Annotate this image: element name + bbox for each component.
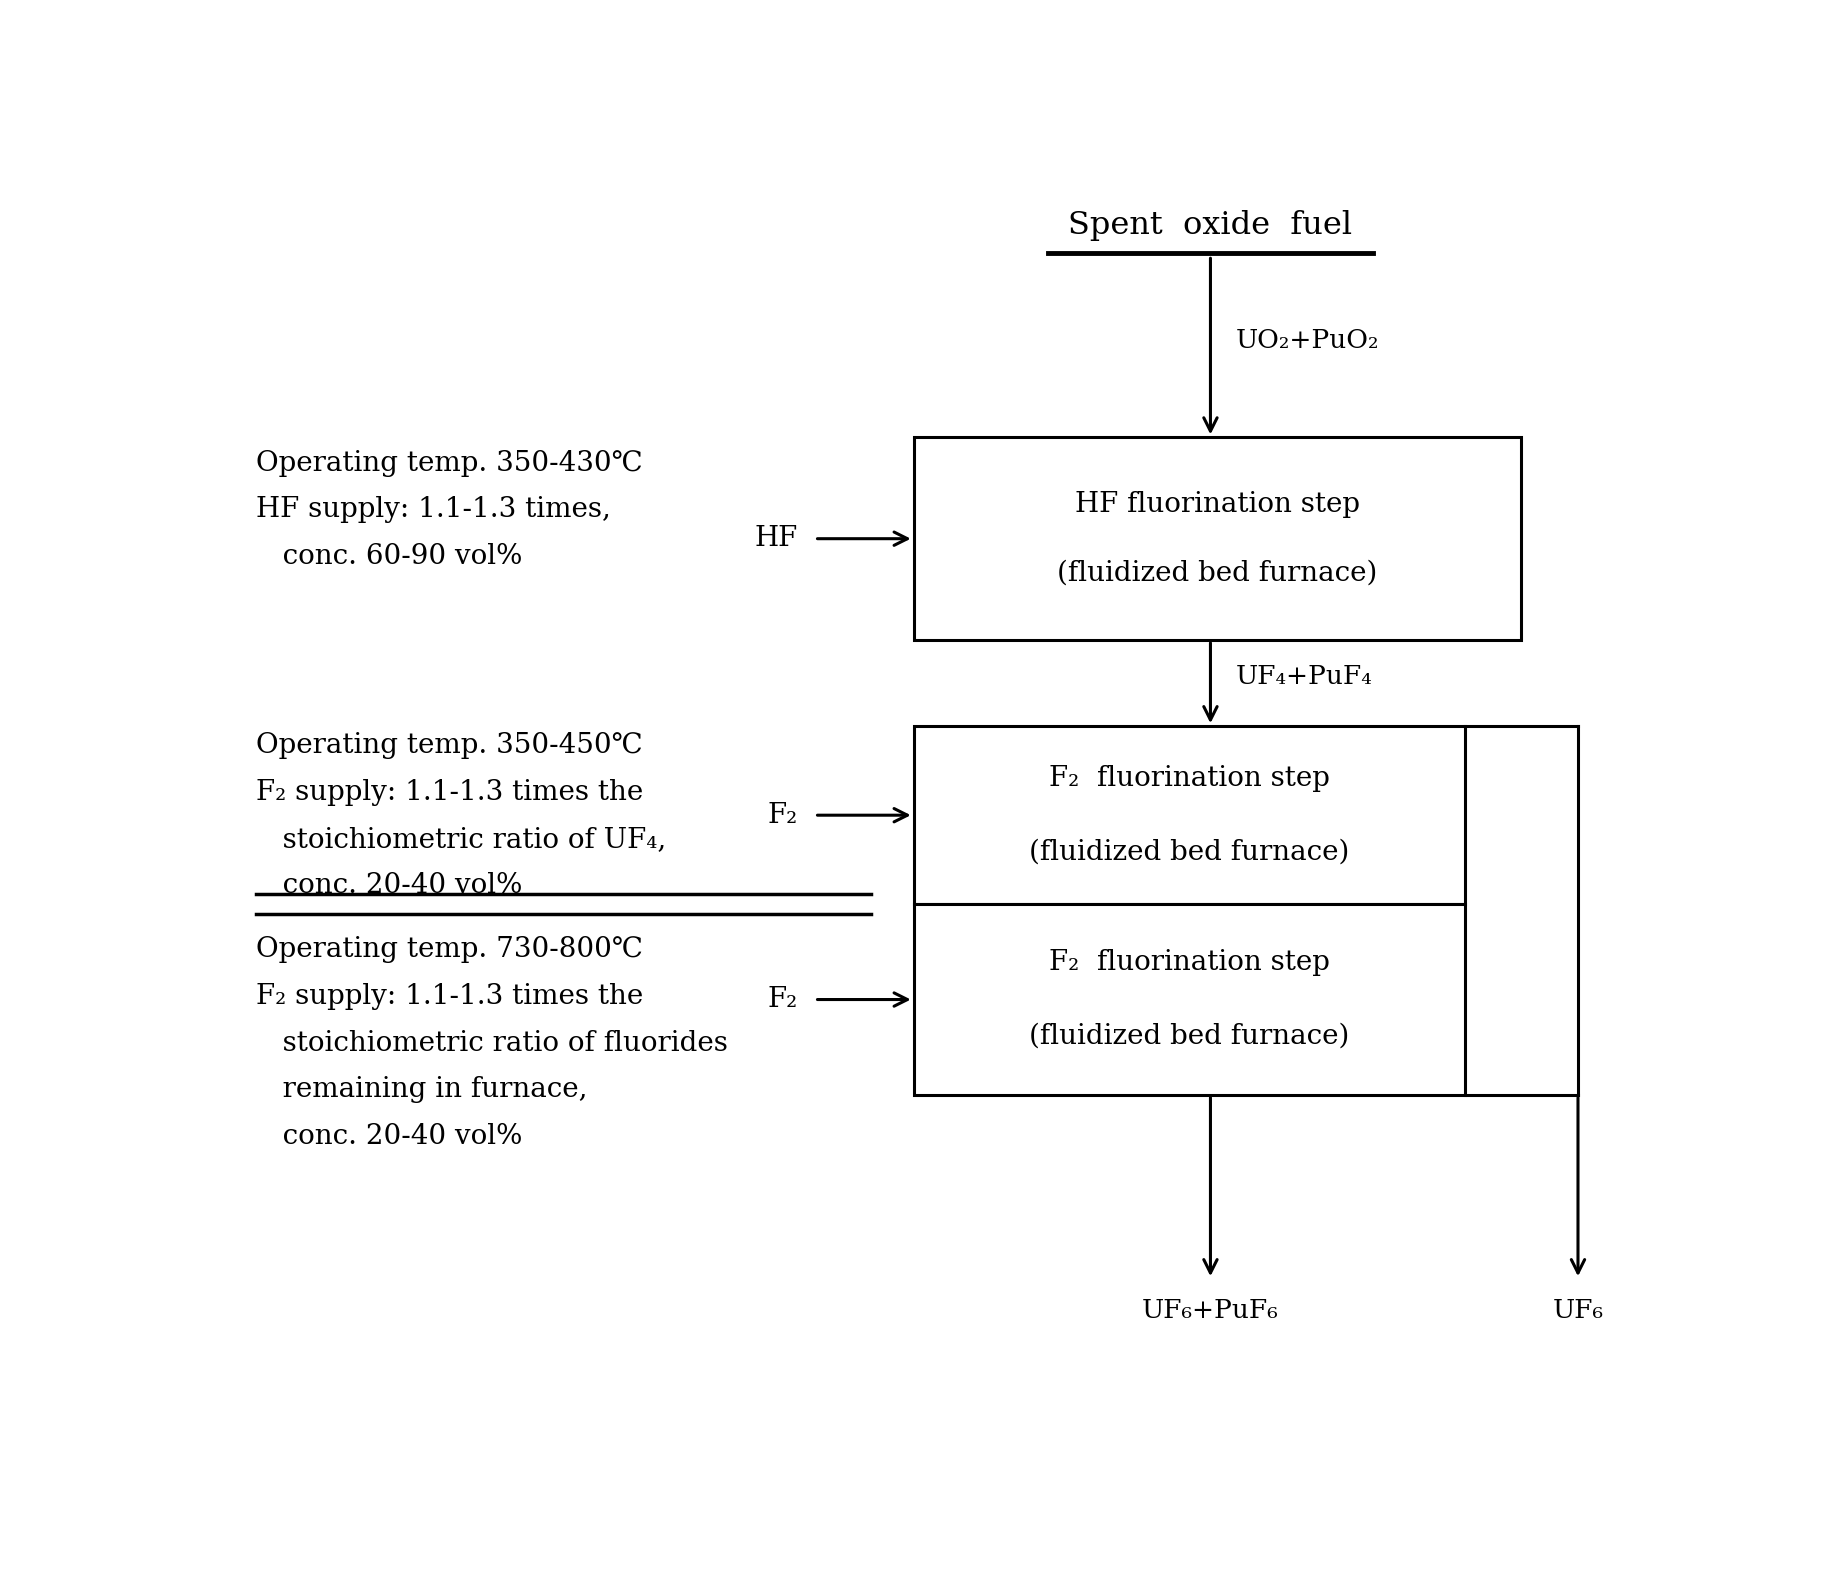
Text: F₂  fluorination step: F₂ fluorination step: [1048, 950, 1329, 977]
Text: F₂ supply: 1.1-1.3 times the: F₂ supply: 1.1-1.3 times the: [255, 779, 644, 806]
Text: UO₂+PuO₂: UO₂+PuO₂: [1236, 327, 1378, 353]
Text: stoichiometric ratio of UF₄,: stoichiometric ratio of UF₄,: [255, 825, 665, 852]
Text: conc. 60-90 vol%: conc. 60-90 vol%: [255, 543, 523, 570]
Text: F₂  fluorination step: F₂ fluorination step: [1048, 764, 1329, 792]
Bar: [913, 905, 1464, 1095]
Text: conc. 20-40 vol%: conc. 20-40 vol%: [255, 873, 523, 899]
Text: UF₄+PuF₄: UF₄+PuF₄: [1236, 664, 1373, 689]
Text: stoichiometric ratio of fluorides: stoichiometric ratio of fluorides: [255, 1029, 727, 1057]
Bar: [913, 437, 1520, 640]
Text: F₂: F₂: [767, 801, 797, 828]
Text: remaining in furnace,: remaining in furnace,: [255, 1076, 587, 1103]
Text: UF₆+PuF₆: UF₆+PuF₆: [1141, 1298, 1278, 1323]
Text: HF fluorination step: HF fluorination step: [1074, 492, 1360, 517]
Text: F₂ supply: 1.1-1.3 times the: F₂ supply: 1.1-1.3 times the: [255, 983, 644, 1010]
Text: (fluidized bed furnace): (fluidized bed furnace): [1028, 838, 1349, 865]
Text: HF: HF: [755, 525, 797, 552]
Text: Operating temp. 730-800℃: Operating temp. 730-800℃: [255, 937, 644, 964]
Text: HF supply: 1.1-1.3 times,: HF supply: 1.1-1.3 times,: [255, 496, 611, 523]
Text: Operating temp. 350-450℃: Operating temp. 350-450℃: [255, 733, 642, 760]
Bar: [913, 726, 1464, 905]
Text: UF₆: UF₆: [1551, 1298, 1602, 1323]
Text: (fluidized bed furnace): (fluidized bed furnace): [1028, 1023, 1349, 1050]
Text: F₂: F₂: [767, 986, 797, 1013]
Text: Spent  oxide  fuel: Spent oxide fuel: [1068, 209, 1353, 241]
Text: Operating temp. 350-430℃: Operating temp. 350-430℃: [255, 450, 642, 477]
Text: (fluidized bed furnace): (fluidized bed furnace): [1057, 560, 1376, 587]
Text: conc. 20-40 vol%: conc. 20-40 vol%: [255, 1124, 523, 1151]
